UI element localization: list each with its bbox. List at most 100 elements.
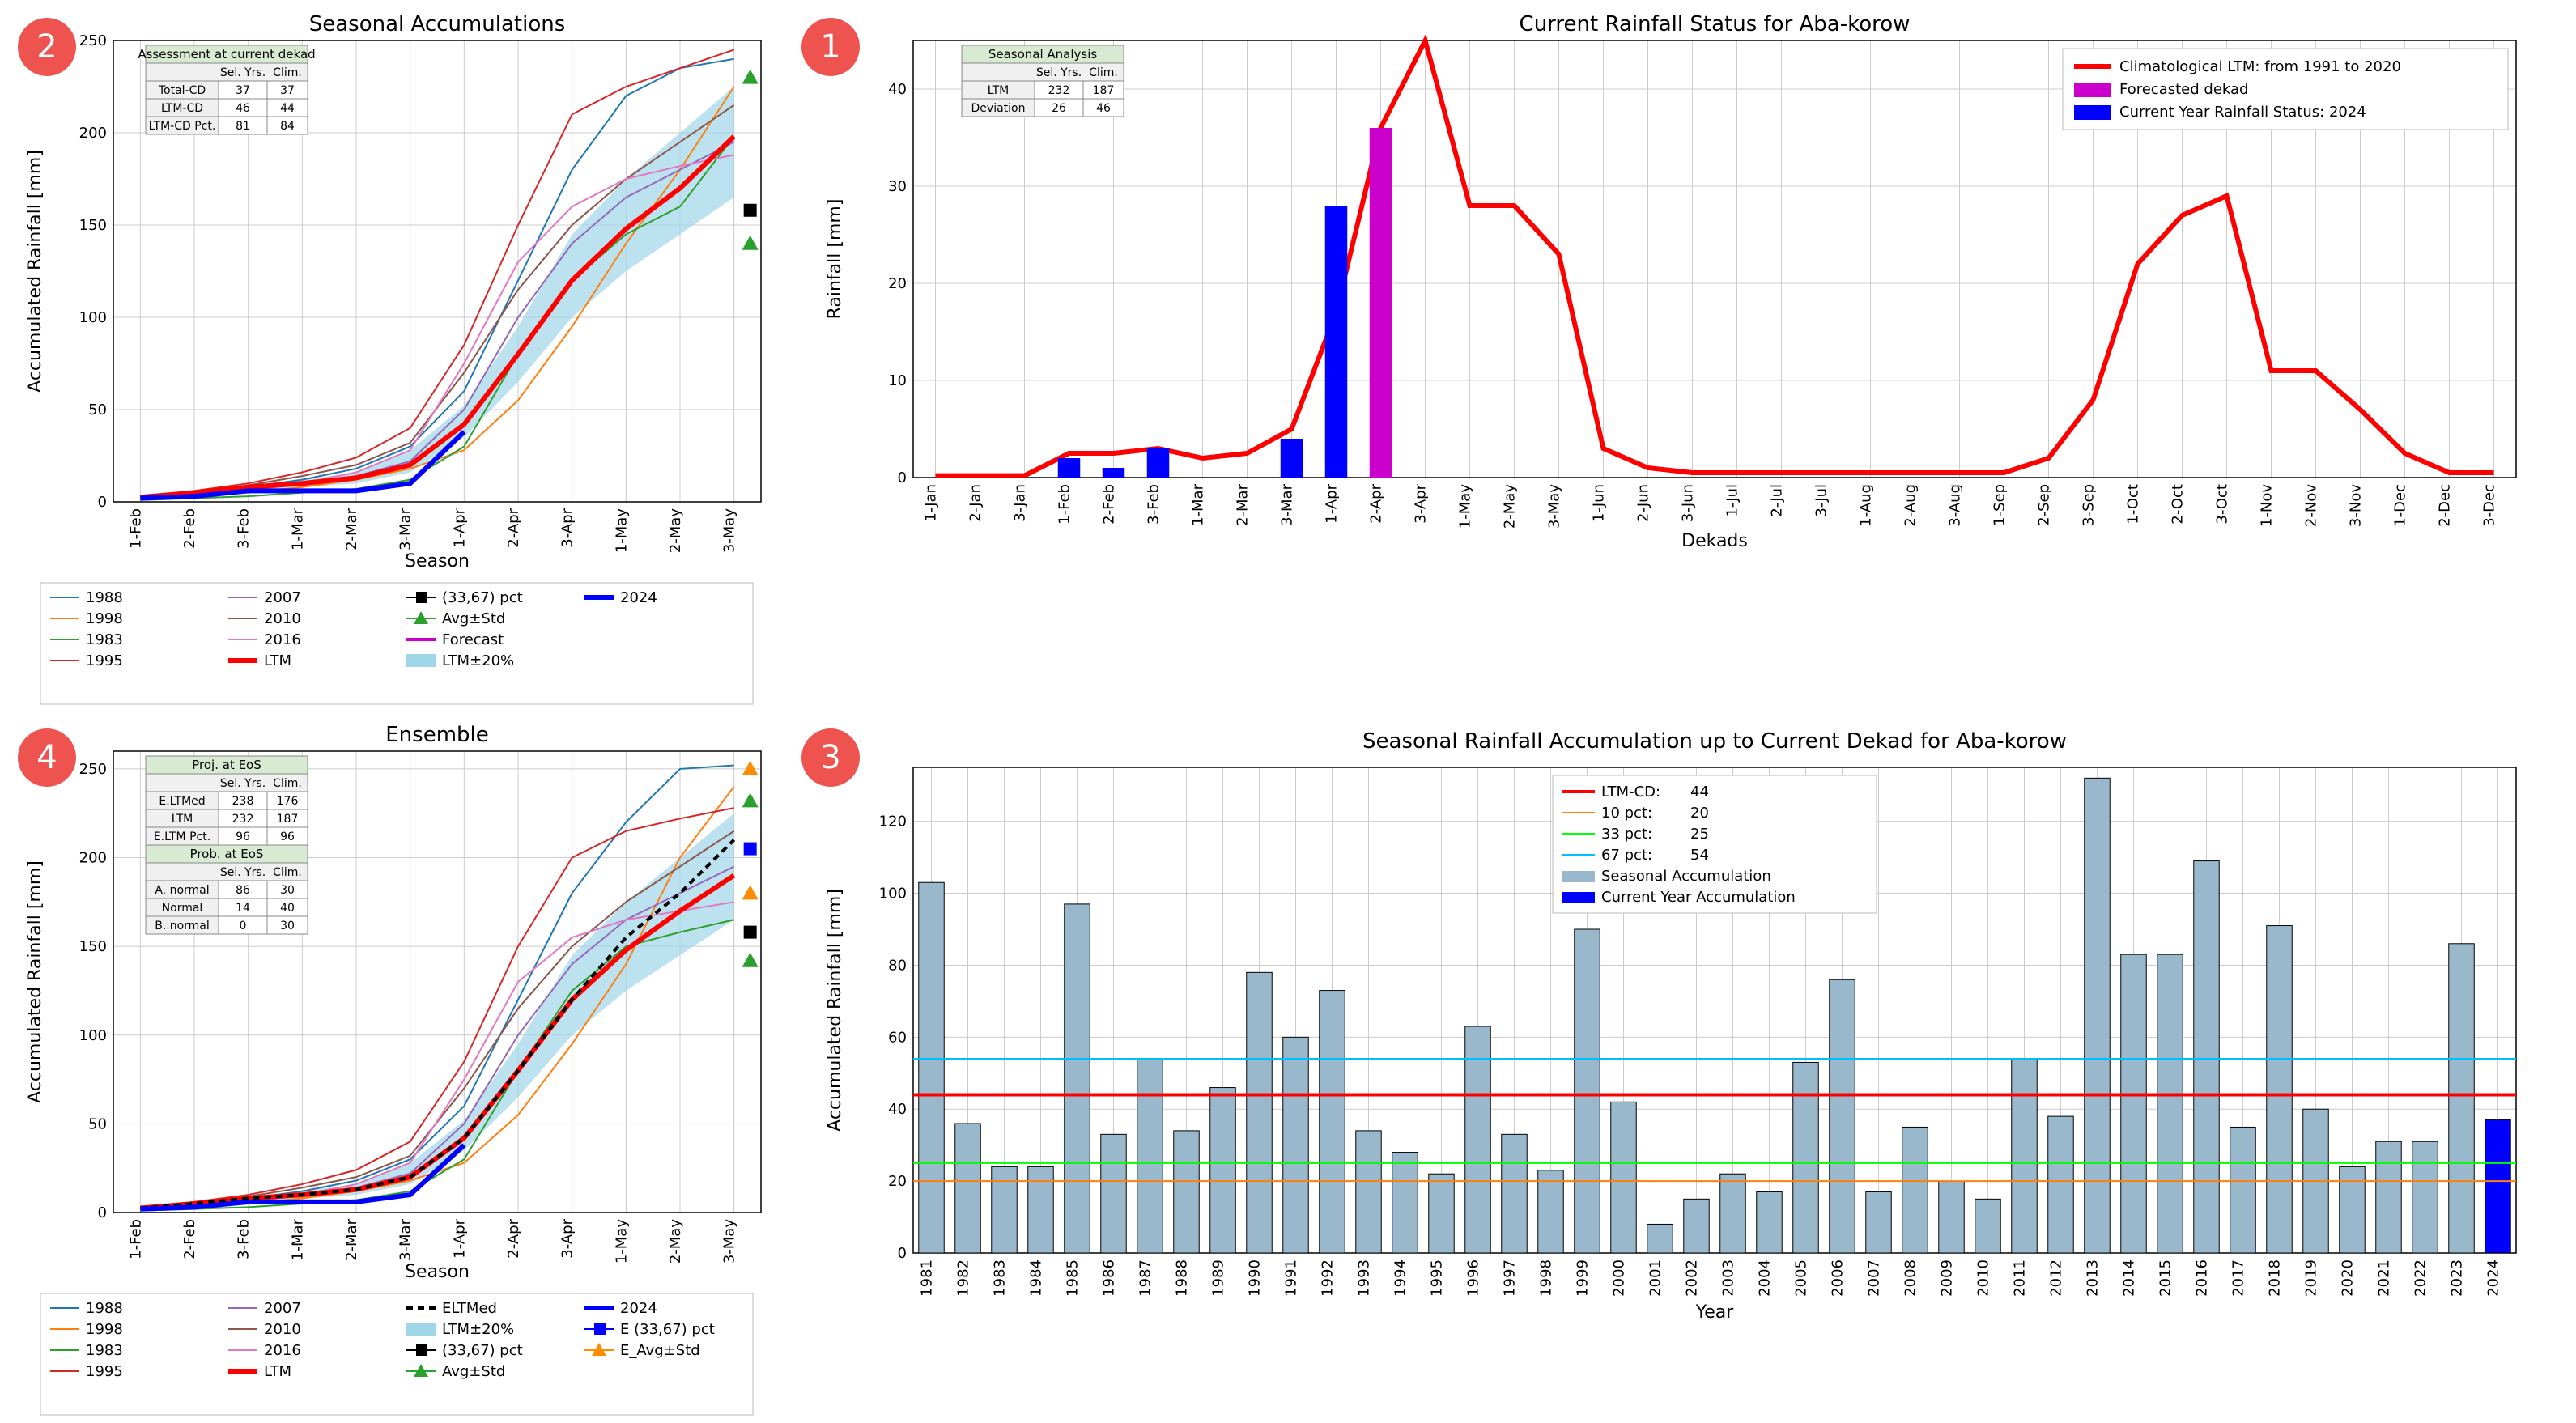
svg-text:1-Feb: 1-Feb — [127, 1219, 144, 1259]
svg-text:1995: 1995 — [86, 652, 123, 669]
svg-text:3-Mar: 3-Mar — [397, 1218, 414, 1261]
svg-text:2-Feb: 2-Feb — [181, 1219, 198, 1259]
svg-text:3-Feb: 3-Feb — [236, 508, 253, 549]
svg-text:1990: 1990 — [1247, 1259, 1264, 1297]
svg-text:2020: 2020 — [2340, 1259, 2357, 1297]
svg-text:Year: Year — [1695, 1302, 1735, 1323]
svg-text:E.LTMed: E.LTMed — [159, 795, 205, 808]
svg-text:3-May: 3-May — [721, 1219, 738, 1264]
svg-text:LTM: LTM — [988, 84, 1010, 97]
svg-text:2-May: 2-May — [1502, 484, 1519, 529]
svg-text:1988: 1988 — [86, 1300, 123, 1317]
svg-text:2007: 2007 — [1866, 1259, 1883, 1297]
svg-text:46: 46 — [236, 102, 250, 115]
svg-text:250: 250 — [79, 32, 107, 49]
svg-text:10 pct:: 10 pct: — [1601, 805, 1652, 822]
svg-text:20: 20 — [888, 1173, 907, 1190]
svg-text:100: 100 — [879, 886, 907, 903]
chart-seasonal-bar: Seasonal Rainfall Accumulation up to Cur… — [792, 719, 2557, 1423]
svg-text:Rainfall [mm]: Rainfall [mm] — [825, 199, 845, 320]
svg-text:37: 37 — [280, 84, 295, 97]
svg-text:2010: 2010 — [264, 1321, 301, 1338]
svg-text:Sel. Yrs.: Sel. Yrs. — [1036, 66, 1082, 79]
svg-text:86: 86 — [236, 884, 250, 897]
svg-text:1-Feb: 1-Feb — [1056, 484, 1073, 525]
svg-text:2008: 2008 — [1902, 1259, 1919, 1297]
badge-2: 2 — [18, 18, 76, 76]
svg-text:Normal: Normal — [162, 902, 203, 915]
svg-text:0: 0 — [898, 1245, 907, 1262]
svg-text:1988: 1988 — [1174, 1259, 1191, 1297]
svg-text:96: 96 — [280, 830, 295, 843]
svg-text:1984: 1984 — [1028, 1259, 1045, 1297]
svg-text:Forecast: Forecast — [442, 631, 504, 648]
svg-text:44: 44 — [1690, 784, 1709, 801]
chart-current-status: Current Rainfall Status for Aba-korow010… — [792, 8, 2557, 712]
svg-text:1983: 1983 — [86, 1342, 123, 1359]
svg-text:2007: 2007 — [264, 1300, 301, 1317]
svg-text:ELTMed: ELTMed — [442, 1300, 497, 1317]
svg-text:Deviation: Deviation — [971, 102, 1026, 115]
svg-text:187: 187 — [1093, 84, 1115, 97]
svg-text:50: 50 — [88, 1115, 107, 1132]
panel-seasonal-bar: 3 Seasonal Rainfall Accumulation up to C… — [792, 719, 2557, 1423]
svg-text:1-Dec: 1-Dec — [2392, 484, 2409, 527]
svg-text:2019: 2019 — [2303, 1259, 2320, 1297]
svg-text:1-Jun: 1-Jun — [1591, 484, 1608, 522]
svg-text:1-Feb: 1-Feb — [127, 508, 144, 549]
svg-text:200: 200 — [79, 125, 107, 142]
svg-text:2004: 2004 — [1757, 1259, 1774, 1297]
svg-text:44: 44 — [280, 102, 295, 115]
svg-text:Total-CD: Total-CD — [158, 84, 206, 97]
svg-text:3-Apr: 3-Apr — [1413, 483, 1430, 523]
svg-text:1983: 1983 — [86, 631, 123, 648]
svg-text:LTM±20%: LTM±20% — [442, 652, 514, 669]
svg-text:1-Apr: 1-Apr — [1324, 483, 1341, 523]
svg-text:2021: 2021 — [2376, 1259, 2393, 1297]
svg-text:1-Jan: 1-Jan — [923, 484, 940, 522]
svg-text:176: 176 — [277, 795, 299, 808]
svg-text:1-Apr: 1-Apr — [451, 508, 468, 547]
svg-text:3-Nov: 3-Nov — [2348, 484, 2365, 527]
svg-text:2-Mar: 2-Mar — [1235, 483, 1252, 526]
svg-text:Seasonal Rainfall Accumulation: Seasonal Rainfall Accumulation up to Cur… — [1362, 729, 2067, 754]
svg-text:1997: 1997 — [1502, 1259, 1519, 1297]
svg-text:2-Mar: 2-Mar — [343, 508, 360, 550]
svg-text:250: 250 — [79, 761, 107, 778]
svg-text:120: 120 — [879, 813, 907, 830]
svg-text:1-Sep: 1-Sep — [1992, 484, 2009, 526]
svg-text:Current Year Rainfall Status:: Current Year Rainfall Status: 2024 — [2119, 104, 2366, 121]
svg-text:Accumulated Rainfall [mm]: Accumulated Rainfall [mm] — [825, 889, 845, 1132]
svg-text:2002: 2002 — [1684, 1259, 1701, 1297]
badge-1: 1 — [801, 18, 860, 76]
svg-text:Seasonal Accumulation: Seasonal Accumulation — [1601, 868, 1771, 885]
svg-text:Current Rainfall Status for Ab: Current Rainfall Status for Aba-korow — [1520, 12, 1911, 36]
svg-text:1995: 1995 — [1429, 1259, 1446, 1297]
svg-text:100: 100 — [79, 1027, 107, 1044]
svg-text:2017: 2017 — [2230, 1259, 2247, 1297]
svg-text:Ensemble: Ensemble — [385, 723, 489, 747]
svg-text:2-Jul: 2-Jul — [1769, 484, 1786, 517]
svg-text:Sel. Yrs.: Sel. Yrs. — [220, 777, 266, 790]
svg-text:30: 30 — [280, 920, 295, 932]
svg-text:2-Mar: 2-Mar — [343, 1218, 360, 1261]
svg-text:E.LTM Pct.: E.LTM Pct. — [154, 830, 210, 843]
svg-text:2-May: 2-May — [667, 1219, 684, 1264]
svg-text:1983: 1983 — [992, 1259, 1009, 1297]
svg-text:1988: 1988 — [86, 589, 123, 606]
svg-text:0: 0 — [898, 469, 907, 486]
svg-text:(33,67) pct: (33,67) pct — [442, 589, 523, 606]
svg-text:1998: 1998 — [86, 610, 123, 627]
svg-text:2-Nov: 2-Nov — [2303, 484, 2320, 527]
svg-text:2-Dec: 2-Dec — [2437, 484, 2454, 527]
svg-text:20: 20 — [888, 275, 907, 292]
svg-text:84: 84 — [280, 120, 295, 133]
svg-text:1992: 1992 — [1320, 1259, 1337, 1297]
svg-text:2024: 2024 — [2485, 1259, 2502, 1297]
svg-text:2-Oct: 2-Oct — [2170, 484, 2187, 525]
svg-text:20: 20 — [1690, 805, 1709, 822]
svg-text:2016: 2016 — [2194, 1259, 2211, 1297]
chart-seasonal-accum: Seasonal Accumulations0501001502002501-F… — [8, 8, 785, 712]
svg-text:26: 26 — [1052, 102, 1066, 115]
svg-text:30: 30 — [280, 884, 295, 897]
